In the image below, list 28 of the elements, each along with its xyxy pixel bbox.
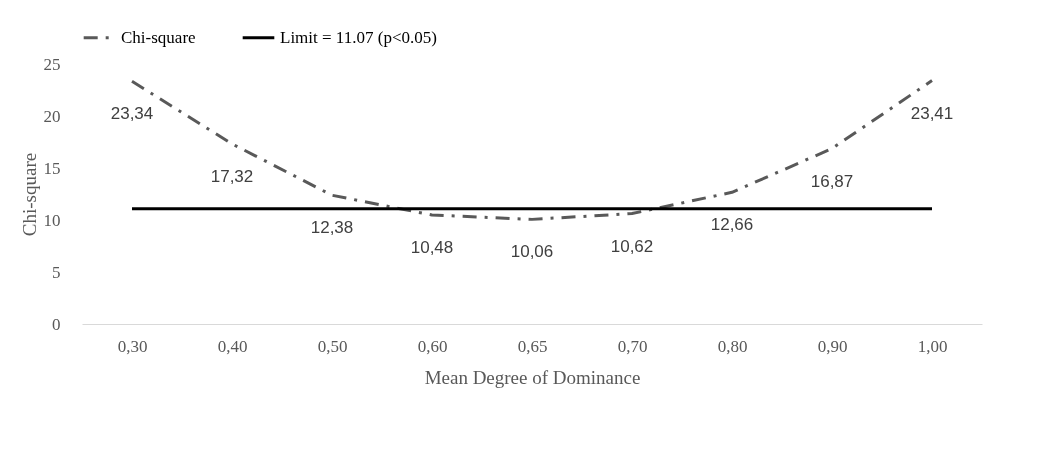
legend-label: Chi-square — [121, 27, 196, 47]
x-tick-label: 0,30 — [117, 336, 148, 356]
x-tick-label: 0,40 — [217, 336, 248, 356]
x-axis-title: Mean Degree of Dominance — [424, 366, 641, 388]
y-tick-label: 0 — [52, 314, 61, 334]
x-tick-label: 0,70 — [617, 336, 648, 356]
data-label: 10,62 — [610, 236, 654, 256]
y-tick-label: 25 — [43, 54, 61, 74]
y-tick-label: 5 — [52, 262, 61, 282]
x-tick-label: 0,60 — [417, 336, 448, 356]
x-tick-label: 1,00 — [917, 336, 948, 356]
data-label: 10,06 — [510, 242, 554, 262]
legend-label: Limit = 11.07 (p<0.05) — [280, 27, 437, 47]
y-axis-title: Chi-square — [18, 152, 40, 237]
data-label: 16,87 — [810, 171, 854, 191]
data-label: 12,66 — [710, 215, 754, 235]
y-tick-label: 20 — [43, 106, 61, 126]
data-label: 23,34 — [110, 104, 154, 124]
x-tick-label: 0,80 — [717, 336, 748, 356]
data-label: 10,48 — [410, 238, 454, 258]
x-tick-label: 0,50 — [317, 336, 348, 356]
data-label: 23,41 — [910, 103, 954, 123]
y-tick-label: 10 — [43, 210, 61, 230]
data-label: 12,38 — [310, 218, 354, 238]
data-label: 17,32 — [210, 166, 254, 186]
x-tick-label: 0,90 — [817, 336, 848, 356]
x-tick-label: 0,65 — [517, 336, 548, 356]
y-tick-label: 15 — [43, 158, 61, 178]
